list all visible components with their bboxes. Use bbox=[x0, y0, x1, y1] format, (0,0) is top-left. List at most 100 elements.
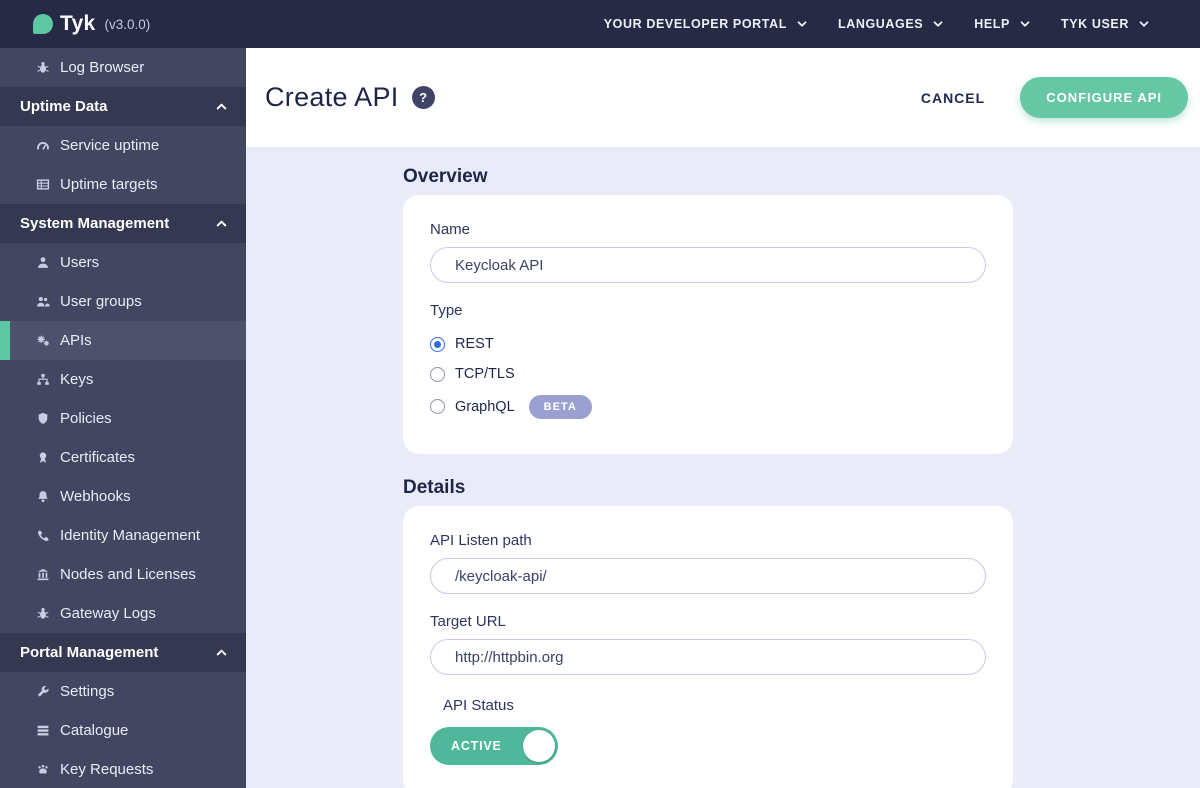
overview-card: Name Type REST TCP/TLS GraphQL BETA bbox=[403, 195, 1013, 454]
target-url-label: Target URL bbox=[430, 613, 506, 630]
help-icon[interactable]: ? bbox=[411, 86, 435, 109]
topbar-menu-label: LANGUAGES bbox=[837, 17, 924, 31]
target-url-input[interactable] bbox=[430, 639, 986, 675]
cancel-button[interactable]: CANCEL bbox=[920, 89, 986, 106]
wrench-icon bbox=[36, 685, 51, 699]
sidebar-section-portal-management[interactable]: Portal Management bbox=[0, 633, 246, 672]
type-label: Type bbox=[430, 302, 463, 319]
topbar-menu-languages[interactable]: LANGUAGES bbox=[838, 17, 944, 31]
sidebar-item-label: Policies bbox=[60, 410, 112, 427]
sidebar-item-key-requests[interactable]: Key Requests bbox=[0, 750, 246, 788]
radio-option-rest[interactable]: REST bbox=[430, 329, 986, 359]
sidebar-item-label: Key Requests bbox=[60, 761, 154, 778]
sidebar-item-label: Nodes and Licenses bbox=[60, 566, 196, 583]
sidebar-item-label: Gateway Logs bbox=[60, 605, 156, 622]
radio-unselected-icon[interactable] bbox=[430, 366, 445, 382]
sidebar-section-label: Portal Management bbox=[20, 644, 159, 661]
sidebar-item-identity-management[interactable]: Identity Management bbox=[0, 516, 246, 555]
sidebar-item-webhooks[interactable]: Webhooks bbox=[0, 477, 246, 516]
chevron-down-icon bbox=[1138, 18, 1150, 30]
user-icon bbox=[36, 256, 51, 270]
topbar-menu-your-developer-portal[interactable]: YOUR DEVELOPER PORTAL bbox=[604, 17, 808, 31]
sidebar-section-label: System Management bbox=[20, 215, 170, 232]
gears-icon bbox=[36, 334, 51, 348]
api-status-label: API Status bbox=[443, 697, 514, 714]
sidebar-item-service-uptime[interactable]: Service uptime bbox=[0, 126, 246, 165]
app-shell: Log Browser Uptime Data Service uptime Upti… bbox=[0, 48, 1200, 788]
content: Overview Name Type REST TCP/TLS GraphQL BET… bbox=[246, 147, 1200, 788]
topbar-menu-tyk-user[interactable]: TYK USER bbox=[1061, 17, 1150, 31]
sidebar-item-label: Catalogue bbox=[60, 722, 129, 739]
sidebar-item-label: Settings bbox=[60, 683, 115, 700]
topbar-menu-label: HELP bbox=[974, 17, 1010, 31]
name-label: Name bbox=[430, 221, 471, 238]
sidebar-section-label: Uptime Data bbox=[20, 98, 108, 115]
configure-api-button[interactable]: CONFIGURE API bbox=[1020, 77, 1188, 118]
sidebar-item-uptime-targets[interactable]: Uptime targets bbox=[0, 165, 246, 204]
radio-label: REST bbox=[455, 336, 494, 352]
logo-text: Tyk bbox=[60, 12, 96, 35]
overview-section: Overview Name Type REST TCP/TLS GraphQL BET… bbox=[403, 166, 1200, 454]
sidebar-item-certificates[interactable]: Certificates bbox=[0, 438, 246, 477]
radio-unselected-icon[interactable] bbox=[430, 399, 445, 414]
api-status-toggle[interactable]: ACTIVE bbox=[430, 727, 558, 765]
gauge-icon bbox=[36, 139, 51, 153]
listen-path-input[interactable] bbox=[430, 558, 986, 594]
list-icon bbox=[36, 724, 51, 738]
radio-selected-icon[interactable] bbox=[430, 336, 445, 352]
sidebar-item-label: Service uptime bbox=[60, 137, 160, 154]
sidebar-item-settings[interactable]: Settings bbox=[0, 672, 246, 711]
sidebar-item-gateway-logs[interactable]: Gateway Logs bbox=[0, 594, 246, 633]
sidebar-item-label: Log Browser bbox=[60, 59, 145, 76]
sidebar-item-apis[interactable]: APIs bbox=[0, 321, 246, 360]
bank-icon bbox=[36, 568, 51, 582]
certificate-icon bbox=[36, 451, 51, 465]
shield-icon bbox=[36, 412, 51, 426]
chevron-down-icon bbox=[1019, 18, 1031, 30]
topbar: Tyk (v3.0.0) YOUR DEVELOPER PORTAL LANGUA… bbox=[0, 0, 1200, 48]
topbar-menu-help[interactable]: HELP bbox=[974, 17, 1031, 31]
paw-icon bbox=[36, 763, 51, 777]
main-header: Create API ? CANCEL CONFIGURE API bbox=[246, 48, 1200, 147]
sidebar-item-catalogue[interactable]: Catalogue bbox=[0, 711, 246, 750]
sidebar-item-users[interactable]: Users bbox=[0, 243, 246, 282]
tyk-logo[interactable]: Tyk (v3.0.0) bbox=[33, 12, 150, 36]
bell-icon bbox=[36, 490, 51, 504]
topbar-menu: YOUR DEVELOPER PORTAL LANGUAGES HELP TYK US… bbox=[604, 17, 1150, 31]
sidebar-item-label: Identity Management bbox=[60, 527, 201, 544]
sidebar-item-nodes-and-licenses[interactable]: Nodes and Licenses bbox=[0, 555, 246, 594]
sidebar-item-log-browser[interactable]: Log Browser bbox=[0, 48, 246, 87]
details-heading: Details bbox=[403, 477, 466, 498]
api-status-value: ACTIVE bbox=[451, 739, 502, 753]
radio-option-tcp-tls[interactable]: TCP/TLS bbox=[430, 359, 986, 389]
sidebar-item-label: Keys bbox=[60, 371, 94, 388]
beta-badge: BETA bbox=[528, 394, 592, 419]
details-card: API Listen path Target URL API Status AC… bbox=[403, 506, 1013, 788]
name-input[interactable] bbox=[430, 247, 986, 283]
chevron-up-icon bbox=[215, 217, 228, 230]
sidebar-section-uptime-data[interactable]: Uptime Data bbox=[0, 87, 246, 126]
main: Create API ? CANCEL CONFIGURE API Overvi… bbox=[246, 48, 1200, 788]
sidebar-item-label: APIs bbox=[60, 332, 92, 349]
sidebar-item-label: Webhooks bbox=[60, 488, 131, 505]
radio-label: TCP/TLS bbox=[455, 366, 515, 382]
toggle-knob-icon[interactable] bbox=[523, 730, 555, 762]
radio-option-graphql[interactable]: GraphQL BETA bbox=[430, 389, 986, 424]
sidebar-section-system-management[interactable]: System Management bbox=[0, 204, 246, 243]
header-actions: CANCEL CONFIGURE API bbox=[921, 77, 1188, 118]
sidebar-item-policies[interactable]: Policies bbox=[0, 399, 246, 438]
radio-label: GraphQL bbox=[455, 398, 515, 415]
topbar-menu-label: TYK USER bbox=[1060, 17, 1129, 31]
sitemap-icon bbox=[36, 373, 51, 387]
sidebar-item-user-groups[interactable]: User groups bbox=[0, 282, 246, 321]
table-icon bbox=[36, 178, 51, 192]
sidebar-item-label: Certificates bbox=[60, 449, 136, 466]
sidebar-item-keys[interactable]: Keys bbox=[0, 360, 246, 399]
listen-path-label: API Listen path bbox=[430, 532, 532, 549]
sidebar-item-label: Uptime targets bbox=[60, 176, 158, 193]
chevron-down-icon bbox=[932, 18, 944, 30]
version-label: (v3.0.0) bbox=[104, 16, 151, 32]
overview-heading: Overview bbox=[403, 166, 488, 187]
phone-icon bbox=[36, 529, 51, 543]
sidebar-item-label: Users bbox=[60, 254, 100, 271]
